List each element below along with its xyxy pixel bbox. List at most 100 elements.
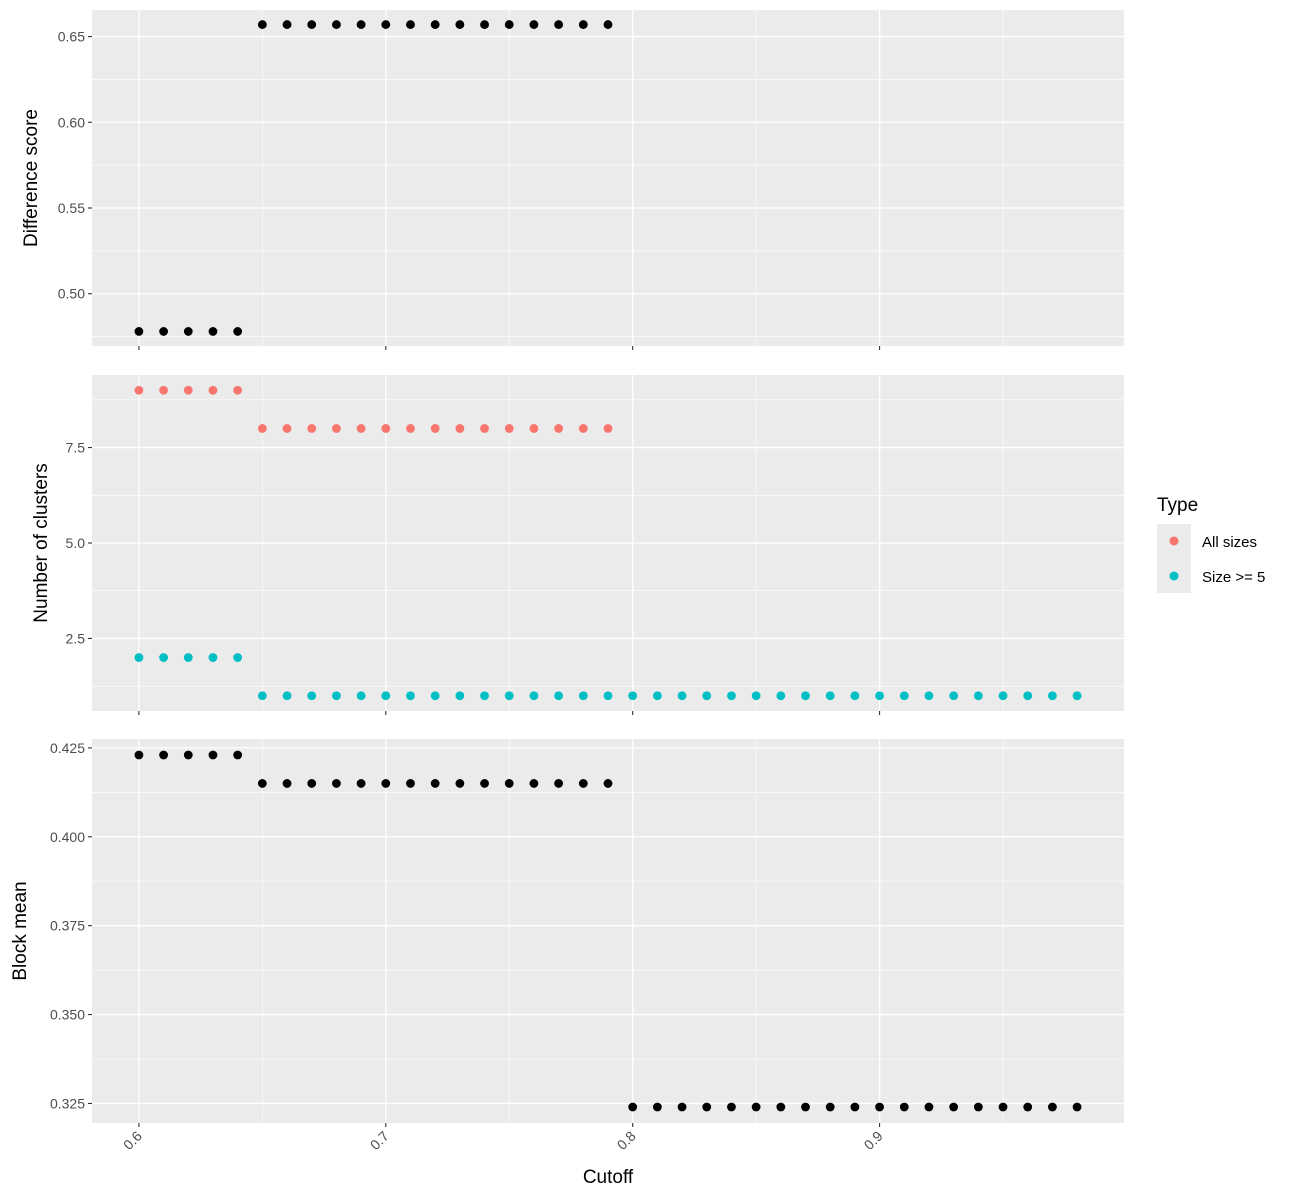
- legend-key-size-5: [1169, 571, 1179, 581]
- data-point: [406, 691, 415, 701]
- data-point: [480, 20, 489, 29]
- data-point: [430, 691, 440, 701]
- data-point: [677, 691, 687, 701]
- legend-label-size-5: Size >= 5: [1202, 569, 1265, 586]
- legend-label-all-sizes: All sizes: [1202, 534, 1257, 551]
- data-point: [233, 750, 243, 760]
- series-points: [134, 653, 1082, 701]
- y-tick-label: 0.425: [50, 740, 85, 756]
- panel-1: 0.50 0.55 0.60 0.65 Difference score: [21, 10, 1124, 350]
- data-point: [282, 691, 292, 701]
- data-point: [430, 20, 440, 29]
- x-tick-label: 0.9: [861, 1128, 886, 1153]
- data-point: [899, 691, 909, 701]
- y-tick-label: 0.60: [58, 114, 85, 130]
- data-point: [480, 779, 489, 788]
- y-tick-label: 0.50: [58, 286, 85, 302]
- y-tick-label: 0.400: [50, 829, 85, 845]
- data-point: [356, 779, 366, 788]
- x-tick-label: 0.7: [367, 1128, 392, 1153]
- y-axis-title: Difference score: [21, 109, 42, 247]
- data-point: [257, 691, 267, 701]
- data-point: [504, 20, 514, 29]
- data-point: [973, 691, 983, 701]
- x-tick-label: 0.8: [614, 1128, 639, 1153]
- data-point: [998, 691, 1008, 701]
- data-point: [850, 1102, 860, 1112]
- data-point: [356, 20, 366, 29]
- y-tick-label: 0.65: [58, 29, 85, 45]
- data-point: [159, 750, 168, 760]
- x-axis-title: Cutoff: [583, 1167, 634, 1188]
- data-point: [282, 20, 292, 29]
- data-point: [578, 20, 588, 29]
- data-point: [134, 327, 144, 336]
- data-point: [381, 20, 391, 29]
- y-axis-title: Block mean: [10, 881, 31, 980]
- data-point: [899, 1102, 909, 1112]
- data-point: [603, 779, 613, 788]
- data-point: [480, 424, 489, 433]
- data-point: [233, 385, 243, 395]
- data-point: [183, 750, 193, 760]
- data-point: [554, 20, 564, 29]
- chart-panels: 0.50 0.55 0.60 0.65 Difference score 2.5 5.0 7.…: [10, 10, 1124, 1153]
- data-point: [332, 779, 341, 788]
- data-point: [554, 691, 564, 701]
- data-point: [702, 1102, 712, 1112]
- data-point: [455, 691, 465, 701]
- data-point: [1023, 1102, 1033, 1112]
- data-point: [554, 424, 564, 433]
- data-point: [578, 424, 588, 433]
- data-point: [677, 1102, 687, 1112]
- data-point: [257, 424, 267, 433]
- data-point: [825, 691, 835, 701]
- data-point: [1072, 691, 1082, 701]
- data-point: [159, 385, 168, 395]
- data-point: [233, 327, 243, 336]
- data-point: [504, 424, 514, 433]
- data-point: [455, 779, 465, 788]
- data-point: [307, 20, 317, 29]
- data-point: [332, 424, 341, 433]
- data-point: [356, 424, 366, 433]
- legend-key-background: [1157, 524, 1191, 593]
- data-point: [776, 691, 786, 701]
- data-point: [381, 779, 391, 788]
- data-point: [850, 691, 860, 701]
- data-point: [751, 1102, 761, 1112]
- data-point: [406, 424, 415, 433]
- data-point: [332, 691, 341, 701]
- data-point: [1048, 1102, 1057, 1112]
- data-point: [208, 653, 218, 662]
- data-point: [307, 691, 317, 701]
- data-point: [381, 691, 391, 701]
- data-point: [652, 691, 662, 701]
- y-axis-title: Number of clusters: [31, 463, 52, 622]
- data-point: [578, 779, 588, 788]
- panel-background: [92, 10, 1124, 346]
- data-point: [776, 1102, 786, 1112]
- data-point: [480, 691, 489, 701]
- data-point: [233, 653, 243, 662]
- data-point: [801, 691, 810, 701]
- data-point: [183, 327, 193, 336]
- data-point: [727, 691, 736, 701]
- data-point: [134, 653, 144, 662]
- data-point: [406, 779, 415, 788]
- data-point: [554, 779, 564, 788]
- data-point: [949, 1102, 959, 1112]
- y-tick-label: 5.0: [66, 535, 86, 551]
- data-point: [924, 691, 934, 701]
- panel-3: 0.325 0.350 0.375 0.400 0.425 Block mean: [10, 739, 1124, 1127]
- panel-background: [92, 739, 1124, 1123]
- y-tick-label: 0.350: [50, 1007, 85, 1023]
- data-point: [529, 691, 539, 701]
- data-point: [159, 327, 168, 336]
- data-point: [973, 1102, 983, 1112]
- data-point: [1023, 691, 1033, 701]
- data-point: [628, 691, 638, 701]
- y-tick-label: 0.325: [50, 1095, 85, 1111]
- y-tick-label: 7.5: [66, 440, 86, 456]
- data-point: [455, 424, 465, 433]
